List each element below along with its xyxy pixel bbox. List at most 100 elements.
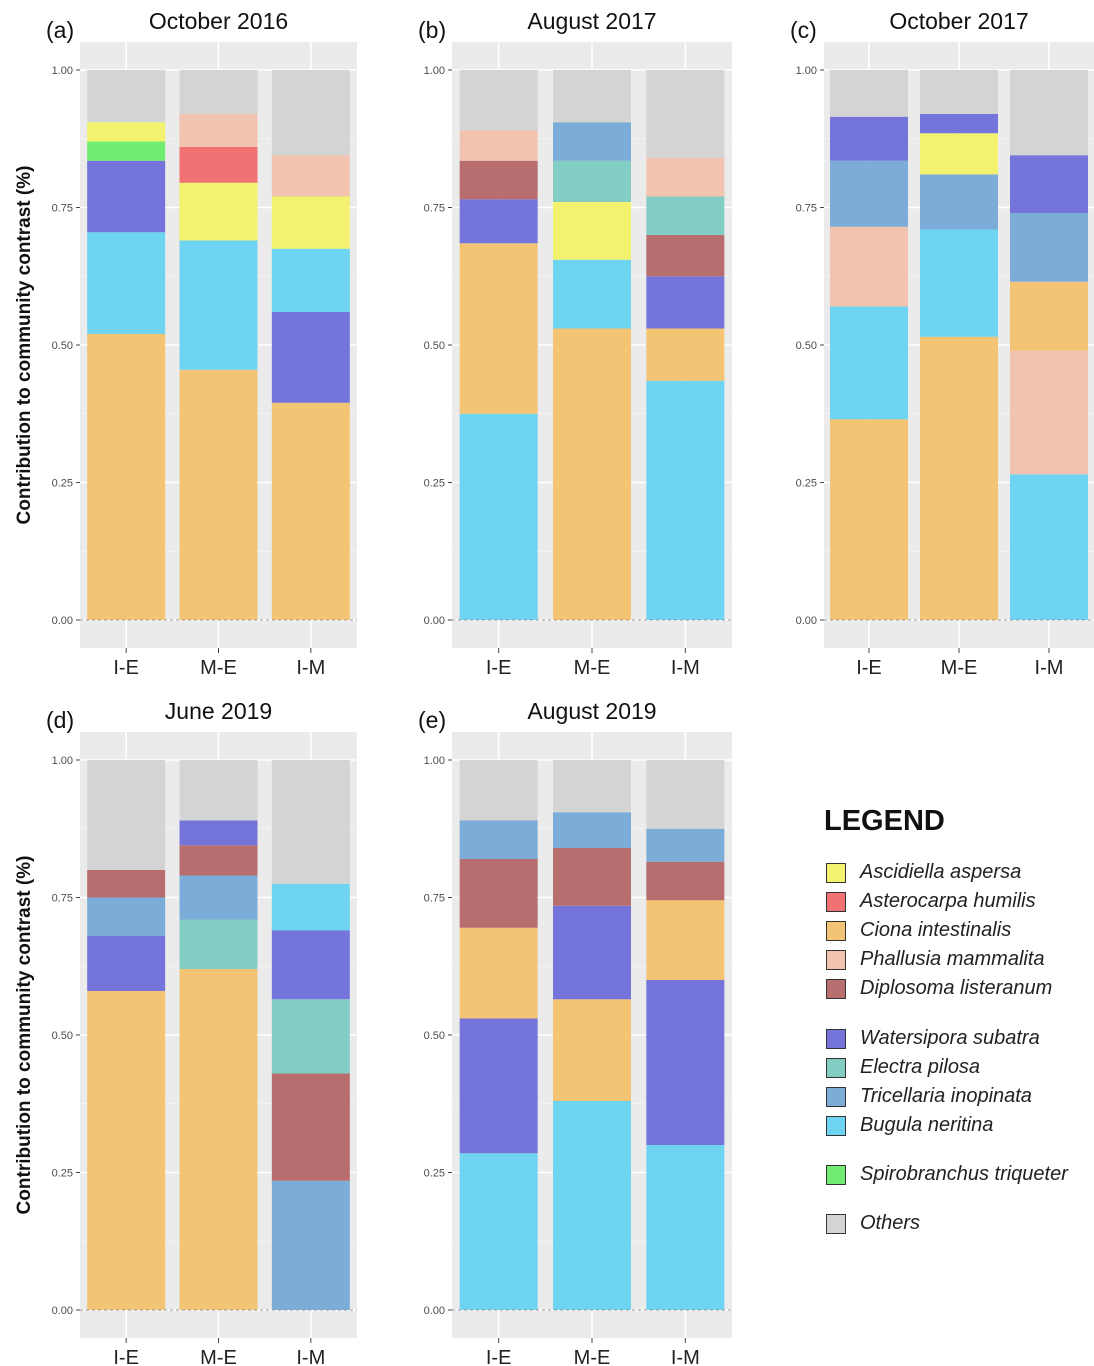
x-tick-label: M-E [200, 1347, 237, 1366]
bar-segment [87, 70, 166, 123]
legend-label: Diplosoma listeranum [860, 977, 1053, 999]
panel-title: August 2017 [527, 8, 656, 34]
x-tick-label: I-M [671, 1347, 700, 1366]
bar-segment [1010, 281, 1088, 351]
bar-segment [920, 70, 998, 114]
panel-title: June 2019 [165, 698, 272, 724]
y-tick-label: 0.00 [52, 615, 73, 627]
legend-item: Watersipora subatra [826, 1027, 1040, 1050]
y-tick-label: 0.25 [424, 1168, 445, 1180]
bar-segment [459, 820, 538, 859]
bar-segment [271, 155, 350, 197]
bar-segment [87, 936, 166, 991]
legend-label: Others [860, 1212, 921, 1234]
y-tick-label: 0.25 [424, 478, 445, 490]
bar-segment [271, 999, 350, 1074]
bar-segment [553, 160, 631, 202]
bar-segment [553, 70, 631, 123]
legend-label: Spirobranchus triqueter [860, 1163, 1068, 1185]
legend-swatch [826, 1213, 846, 1234]
bar-segment [553, 122, 631, 161]
bar-segment [646, 828, 725, 862]
y-tick-label: 0.25 [52, 1168, 73, 1180]
y-tick-label: 0.50 [52, 1030, 73, 1042]
legend-label: Bugula neritina [860, 1114, 994, 1136]
legend-label: Electra pilosa [860, 1056, 981, 1078]
y-tick-label: 1.00 [52, 755, 73, 767]
bar-segment [271, 1073, 350, 1181]
legend-item: Diplosoma listeranum [826, 977, 1052, 1000]
bar-segment [87, 160, 166, 233]
panel-letter: (d) [46, 707, 74, 733]
bar-segment [646, 760, 725, 829]
bar-segment [459, 243, 538, 414]
y-tick-label: 1.00 [52, 65, 73, 77]
legend-item: Phallusia mammalita [826, 948, 1045, 971]
x-tick-label: I-E [856, 657, 882, 679]
x-tick-label: I-E [113, 1347, 139, 1366]
bar-segment [646, 235, 725, 277]
legend-swatch [826, 920, 846, 941]
panel-title: August 2019 [527, 698, 656, 724]
bar-segment [830, 116, 908, 161]
bar-segment [553, 202, 631, 260]
bar-segment [179, 969, 258, 1310]
bar-segment [459, 1018, 538, 1154]
bar-segment [271, 196, 350, 249]
bar-segment [646, 980, 725, 1145]
y-tick-label: 0.75 [52, 203, 73, 215]
bar-segment [553, 999, 631, 1101]
bar-segment [459, 927, 538, 1019]
bar-segment [553, 259, 631, 329]
bar-segment [459, 199, 538, 244]
bar-segment [459, 130, 538, 161]
y-tick-label: 0.00 [52, 1305, 73, 1317]
bar-segment [271, 402, 350, 620]
legend-item: Asterocarpa humilis [826, 890, 1036, 913]
bar-segment [646, 196, 725, 235]
bar-segment [646, 70, 725, 158]
bar-segment [646, 276, 725, 329]
bar-segment [271, 70, 350, 156]
bar-segment [271, 248, 350, 312]
bar-segment [179, 845, 258, 876]
bar-segment [87, 232, 166, 334]
y-tick-label: 1.00 [424, 65, 445, 77]
legend-label: Ciona intestinalis [860, 919, 1012, 941]
panel-letter: (b) [418, 17, 446, 43]
y-tick-label: 0.00 [796, 615, 817, 627]
x-tick-label: I-M [1035, 657, 1064, 679]
bar-segment [920, 133, 998, 175]
y-tick-label: 0.25 [52, 478, 73, 490]
bar-segment [459, 160, 538, 200]
legend-swatch [826, 1164, 846, 1185]
panel-letter: (e) [418, 707, 446, 733]
legend-label: Tricellaria inopinata [860, 1085, 1032, 1107]
panel-title: October 2017 [889, 8, 1028, 34]
bar-segment [646, 861, 725, 901]
bar-segment [271, 1180, 350, 1310]
legend-swatch [826, 949, 846, 970]
bar-segment [646, 158, 725, 197]
panel-title: October 2016 [149, 8, 288, 34]
bar-segment [830, 70, 908, 117]
bar-segment [459, 760, 538, 821]
bar-segment [179, 919, 258, 969]
panel-letter: (a) [46, 17, 74, 43]
x-tick-label: I-M [296, 657, 325, 679]
bar-segment [87, 897, 166, 936]
bar-segment [87, 122, 166, 142]
y-tick-label: 0.75 [424, 203, 445, 215]
bar-segment [553, 328, 631, 620]
bar-segment [920, 336, 998, 620]
y-tick-label: 0.75 [52, 893, 73, 905]
legend-label: Phallusia mammalita [860, 948, 1045, 970]
bar-segment [830, 306, 908, 420]
bar-segment [920, 174, 998, 230]
bar-segment [271, 930, 350, 1000]
y-tick-label: 0.00 [424, 1305, 445, 1317]
bar-segment [87, 141, 166, 161]
y-tick-label: 0.50 [52, 340, 73, 352]
bar-segment [179, 147, 258, 183]
